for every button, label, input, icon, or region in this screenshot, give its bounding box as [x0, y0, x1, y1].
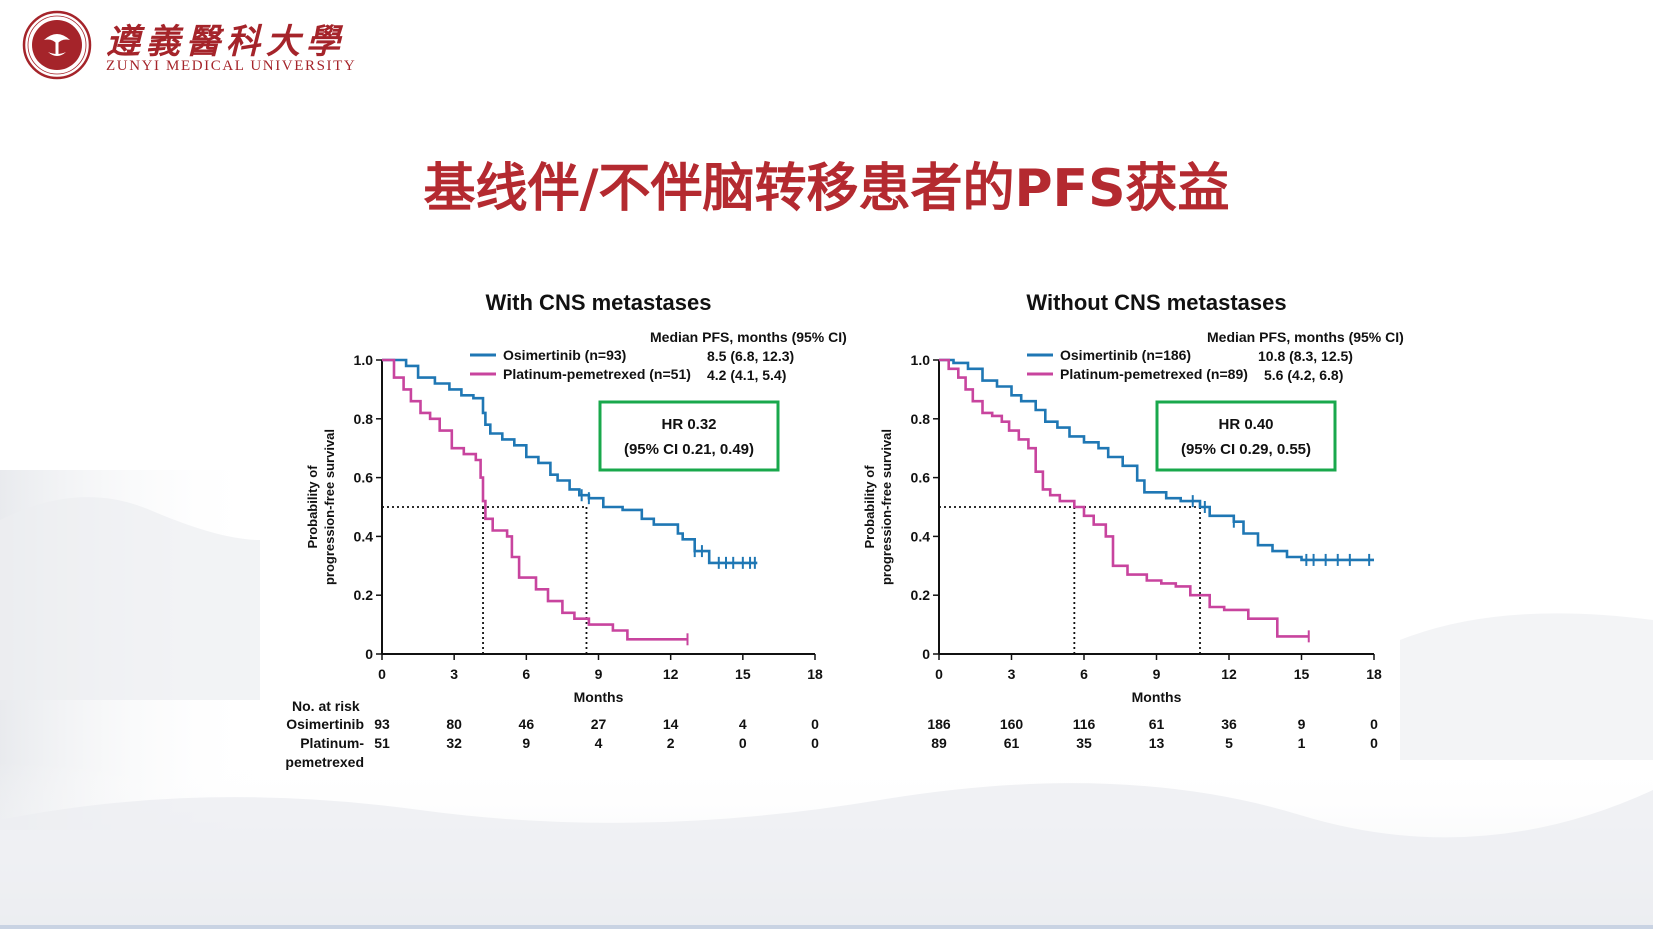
at-risk-value: 2	[667, 735, 675, 751]
at-risk-value: 4	[595, 735, 603, 751]
x-tick-label: 6	[522, 666, 530, 682]
y-tick-label: 0.8	[911, 411, 931, 427]
legend-entry: Platinum-pemetrexed (n=89)	[1060, 366, 1248, 382]
x-tick-label: 3	[450, 666, 458, 682]
bottom-strip	[0, 925, 1653, 929]
y-tick-label: 0	[922, 646, 930, 662]
y-tick-label: 0.6	[354, 470, 374, 486]
logo-english-name: ZUNYI MEDICAL UNIVERSITY	[106, 58, 357, 74]
at-risk-row-name-line: pemetrexed	[285, 754, 364, 770]
x-tick-label: 9	[1153, 666, 1161, 682]
at-risk-value: 35	[1076, 735, 1092, 751]
at-risk-value: 0	[739, 735, 747, 751]
hr-box	[1155, 400, 1337, 472]
x-tick-label: 6	[1080, 666, 1088, 682]
university-logo: 遵義醫科大學 ZUNYI MEDICAL UNIVERSITY	[22, 10, 355, 80]
y-axis-label-line-1: Probability of	[862, 465, 877, 549]
y-tick-label: 1.0	[911, 352, 931, 368]
at-risk-row-name: Osimertinib	[286, 716, 364, 732]
hr-box	[598, 400, 780, 472]
legend-header: Median PFS, months (95% CI)	[1207, 329, 1404, 345]
at-risk-value: 0	[811, 735, 819, 751]
x-tick-label: 0	[935, 666, 943, 682]
x-tick-label: 9	[595, 666, 603, 682]
legend-entry: Platinum-pemetrexed (n=51)	[503, 366, 691, 382]
km-curve-osimertinib	[939, 358, 1374, 562]
y-tick-label: 1.0	[354, 352, 374, 368]
y-axis-label-line-2: progression-free survival	[322, 429, 337, 585]
at-risk-value: 0	[1370, 716, 1378, 732]
at-risk-value: 51	[374, 735, 390, 751]
at-risk-value: 27	[591, 716, 607, 732]
x-tick-label: 15	[1294, 666, 1310, 682]
at-risk-value: 14	[663, 716, 679, 732]
at-risk-value: 4	[739, 716, 747, 732]
chart-title: Without CNS metastases	[1026, 290, 1286, 315]
y-axis-label-line-1: Probability of	[305, 465, 320, 549]
x-axis-label: Months	[1132, 689, 1182, 705]
x-tick-label: 0	[378, 666, 386, 682]
hr-value: HR 0.32	[661, 416, 716, 433]
km-curve-platinum-pemetrexed	[939, 358, 1309, 638]
at-risk-value: 61	[1004, 735, 1020, 751]
x-axis-label: Months	[574, 689, 624, 705]
y-tick-label: 0.2	[911, 587, 931, 603]
legend-entry: Osimertinib (n=93)	[503, 347, 626, 363]
km-curve-platinum-pemetrexed	[382, 358, 688, 641]
slide-title: 基线伴/不伴脑转移患者的PFS获益	[423, 159, 1230, 219]
legend-median: 10.8 (8.3, 12.5)	[1258, 348, 1353, 364]
legend-median: 8.5 (6.8, 12.3)	[707, 348, 794, 364]
legend-entry: Osimertinib (n=186)	[1060, 347, 1191, 363]
at-risk-value: 32	[446, 735, 462, 751]
x-tick-label: 15	[735, 666, 751, 682]
x-tick-label: 18	[807, 666, 823, 682]
y-tick-label: 0	[365, 646, 373, 662]
x-tick-label: 18	[1366, 666, 1382, 682]
at-risk-value: 116	[1073, 716, 1096, 732]
y-axis-label: Probability of progression-free survival	[305, 429, 337, 585]
y-axis-label: Probability of progression-free survival	[862, 429, 894, 585]
legend-header: Median PFS, months (95% CI)	[650, 329, 847, 345]
legend-median: 5.6 (4.2, 6.8)	[1264, 367, 1343, 383]
legend-median: 4.2 (4.1, 5.4)	[707, 367, 786, 383]
at-risk-value: 89	[931, 735, 947, 751]
hr-value: HR 0.40	[1218, 416, 1273, 433]
at-risk-value: 13	[1149, 735, 1165, 751]
at-risk-value: 0	[1370, 735, 1378, 751]
at-risk-value: 9	[1298, 716, 1306, 732]
at-risk-label: No. at risk	[292, 698, 360, 714]
at-risk-row-name-line: Platinum-	[300, 735, 364, 751]
km-panel-2: Without CNS metastases 0 0.2 0.4 0.6 0.8 1.0 0 3…	[862, 290, 1404, 751]
x-tick-label: 12	[663, 666, 679, 682]
at-risk-value: 93	[374, 716, 390, 732]
x-tick-label: 3	[1008, 666, 1016, 682]
hr-ci: (95% CI 0.21, 0.49)	[624, 441, 754, 458]
logo-chinese-name: 遵義醫科大學	[106, 22, 346, 62]
at-risk-value: 61	[1149, 716, 1165, 732]
at-risk-value: 80	[446, 716, 462, 732]
hr-ci: (95% CI 0.29, 0.55)	[1181, 441, 1311, 458]
y-tick-label: 0.6	[911, 470, 931, 486]
at-risk-value: 0	[811, 716, 819, 732]
x-tick-label: 12	[1221, 666, 1237, 682]
y-axis-label-line-2: progression-free survival	[879, 429, 894, 585]
at-risk-value: 160	[1000, 716, 1024, 732]
y-tick-label: 0.4	[354, 528, 374, 544]
km-curve-osimertinib	[382, 358, 758, 565]
university-seal-icon	[22, 10, 92, 80]
at-risk-value: 9	[522, 735, 530, 751]
km-panel-1: With CNS metastases 0 0.2 0.4 0.6 0.8 1.0 0 3 6 9 1…	[285, 290, 846, 770]
at-risk-value: 36	[1221, 716, 1237, 732]
at-risk-value: 186	[927, 716, 951, 732]
y-tick-label: 0.4	[911, 528, 931, 544]
at-risk-value: 5	[1225, 735, 1233, 751]
y-tick-label: 0.8	[354, 411, 374, 427]
chart-title: With CNS metastases	[486, 290, 712, 315]
at-risk-value: 46	[519, 716, 535, 732]
at-risk-value: 1	[1298, 735, 1306, 751]
y-tick-label: 0.2	[354, 587, 374, 603]
